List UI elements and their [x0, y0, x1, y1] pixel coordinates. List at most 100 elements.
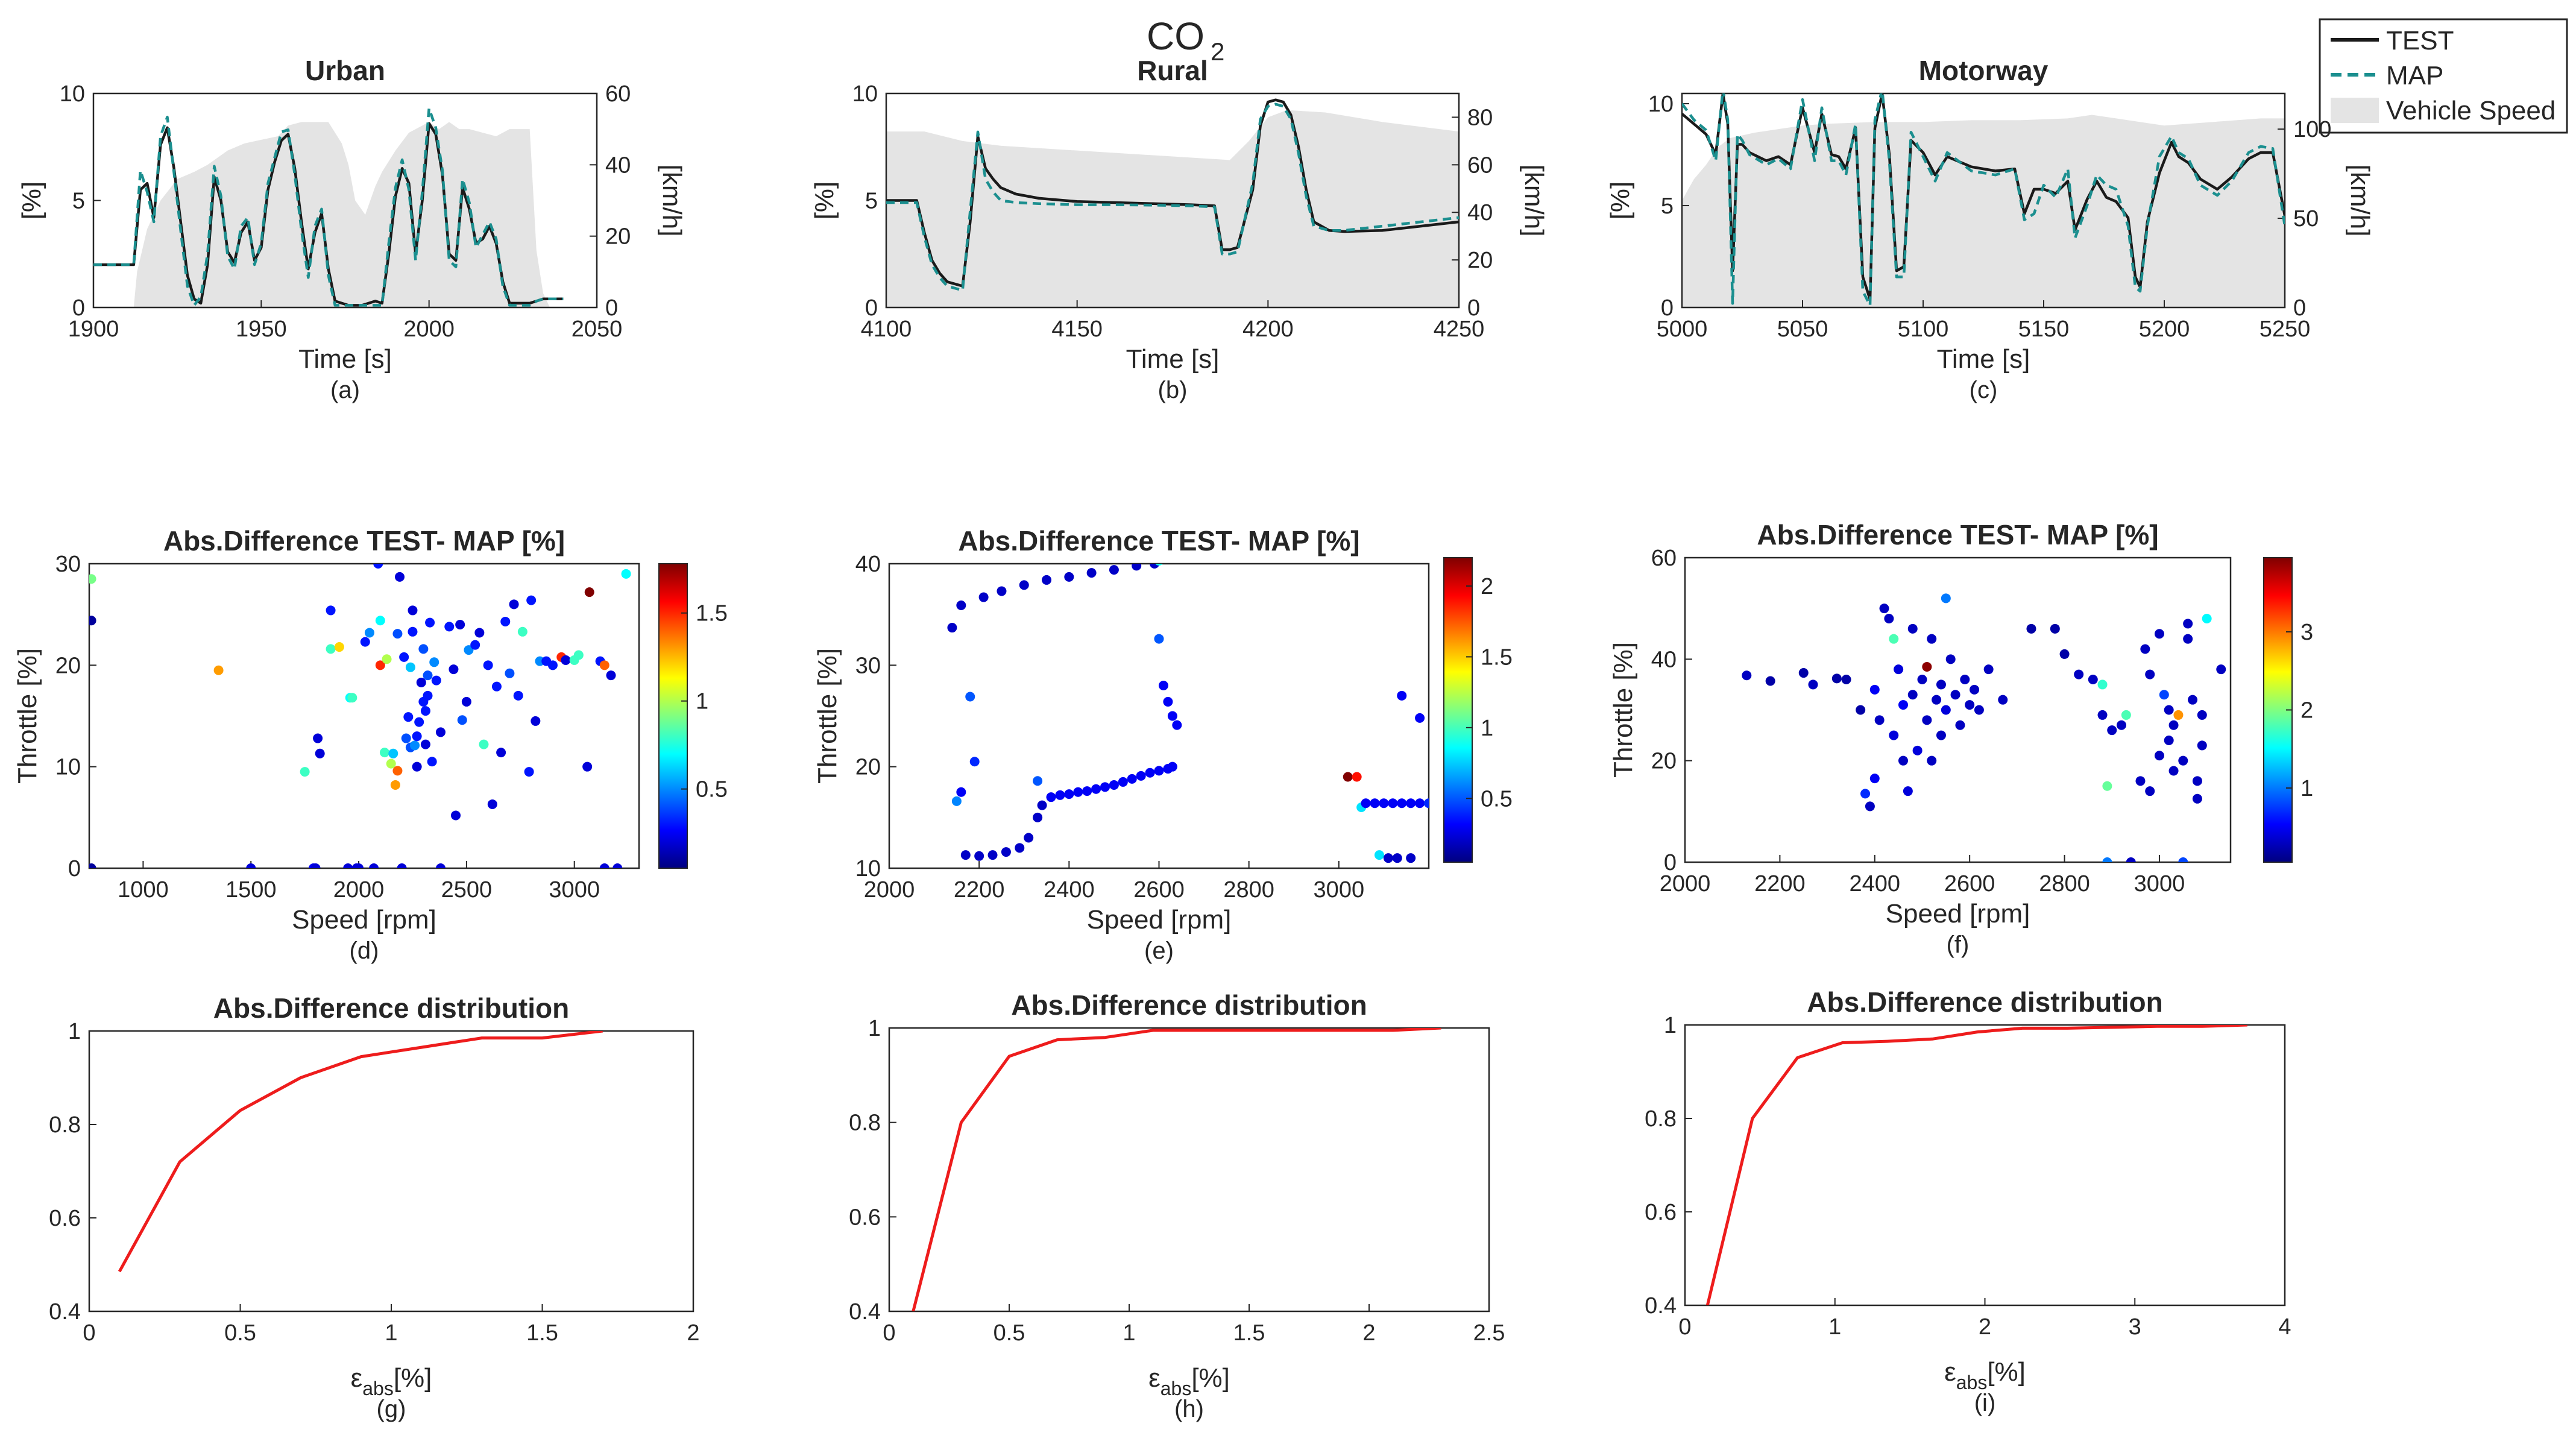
y-tick-label: 60: [1651, 546, 1677, 571]
x-tick-label: 2000: [864, 877, 915, 903]
colorbar: [658, 563, 688, 869]
scatter-point: [1118, 777, 1128, 787]
x-tick-label: 5250: [2260, 317, 2311, 342]
x-tick-label: 1500: [225, 877, 277, 903]
x-tick-label: 2400: [1044, 877, 1095, 903]
scatter-point: [405, 662, 415, 672]
scatter-point: [1941, 705, 1951, 715]
panel-title: Abs.Difference TEST- MAP [%]: [1757, 519, 2158, 550]
scatter-point: [1015, 843, 1025, 853]
scatter-point: [1922, 661, 1932, 672]
scatter-point: [2202, 614, 2212, 623]
x-tick-label: 1.5: [1233, 1320, 1265, 1346]
scatter-point: [1936, 730, 1946, 740]
y-tick-label: 0.6: [49, 1206, 81, 1231]
x-tick-label: 5050: [1777, 317, 1828, 342]
y-tick-label: 30: [55, 552, 81, 577]
panel-title: Motorway: [1919, 55, 2049, 86]
scatter-point: [613, 863, 623, 868]
scatter-point: [1898, 755, 1908, 766]
scatter-point: [987, 850, 998, 860]
scatter-point: [947, 623, 957, 633]
y-axis-label: Throttle [%]: [1608, 642, 1638, 778]
y-tick-label: 0: [865, 295, 878, 321]
panel-title: Abs.Difference distribution: [1011, 989, 1367, 1021]
scatter-point: [470, 640, 480, 650]
scatter-point: [561, 655, 571, 665]
series-line-map: [1682, 93, 2285, 307]
scatter-point: [364, 628, 374, 638]
colorbar-tick-label: 1.5: [1481, 645, 1513, 670]
scatter-point: [2178, 755, 2188, 766]
x-axis-label: εabs[%]: [351, 1363, 432, 1399]
scatter-point: [1415, 713, 1425, 723]
scatter-point: [416, 677, 426, 687]
y-tick-label: 10: [855, 856, 881, 881]
scatter-point: [399, 652, 409, 662]
scatter-point: [451, 810, 461, 821]
series-line-map: [886, 102, 1459, 292]
scatter-point: [978, 592, 989, 602]
scatter-point: [2178, 857, 2188, 862]
x-tick-label: 5000: [1657, 317, 1708, 342]
scatter-point: [483, 660, 493, 670]
scatter-point: [1163, 696, 1173, 707]
scatter-point: [1397, 690, 1407, 701]
scatter-point: [1145, 768, 1155, 778]
scatter-point: [1798, 668, 1809, 678]
scatter-point: [1865, 801, 1875, 812]
y-tick-label: 0.4: [849, 1299, 881, 1325]
scatter-point: [2159, 690, 2169, 700]
scatter-point: [1154, 766, 1164, 776]
scatter-point: [474, 628, 485, 638]
x-tick-label: 1000: [118, 877, 169, 903]
x-axis-label: Speed [rpm]: [1886, 899, 2030, 928]
y2-tick-label: 60: [1467, 153, 1493, 178]
scatter-point: [2192, 793, 2202, 804]
scatter-point: [1869, 774, 1880, 784]
x-axis-label: Speed [rpm]: [1087, 905, 1232, 935]
scatter-point: [1879, 604, 1889, 614]
y-tick-label: 0.8: [849, 1111, 881, 1136]
scatter-point: [375, 616, 385, 626]
scatter-point: [1167, 711, 1177, 721]
scatter-point: [1082, 786, 1092, 796]
axes-box: [88, 563, 640, 869]
scatter-point: [496, 748, 506, 758]
scatter-point: [1889, 730, 1899, 740]
scatter-point: [1024, 833, 1034, 843]
scatter-point: [313, 733, 323, 743]
scatter-point: [509, 599, 519, 610]
x-tick-label: 2600: [1133, 877, 1185, 903]
colorbar-tick-label: 2: [1481, 574, 1493, 599]
scatter-point: [457, 715, 467, 725]
scatter-point: [1903, 786, 1913, 796]
colorbar-tick-label: 1.5: [696, 601, 728, 626]
scatter-point: [1960, 675, 1970, 684]
x-tick-label: 1900: [68, 317, 119, 342]
scatter-point: [455, 620, 465, 629]
scatter-point: [1808, 679, 1818, 690]
x-axis-label: Time [s]: [1937, 344, 2030, 374]
y-tick-label: 10: [60, 81, 85, 107]
x-tick-label: 5200: [2139, 317, 2190, 342]
scatter-point: [1406, 853, 1416, 863]
colorbar-tick-label: 1: [1481, 716, 1493, 741]
scatter-point: [390, 780, 400, 790]
x-axis-label: εabs[%]: [1148, 1363, 1230, 1399]
line-series: [1682, 93, 2285, 307]
panel-f: 1 2 3 2000 2200 2400 2600 2800 3000 0 20 40 60 Abs.Di…: [1608, 519, 2313, 958]
series-line-map: [93, 107, 564, 307]
scatter-point: [1424, 798, 1429, 809]
scatter-point: [1001, 847, 1011, 857]
scatter-point: [388, 748, 398, 758]
scatter-point: [2173, 710, 2184, 720]
scatter-point: [2154, 751, 2164, 761]
scatter-point: [1361, 798, 1371, 809]
scatter-point: [573, 650, 584, 660]
y-tick-label: 0.4: [1645, 1293, 1677, 1319]
scatter-point: [1831, 673, 1842, 684]
